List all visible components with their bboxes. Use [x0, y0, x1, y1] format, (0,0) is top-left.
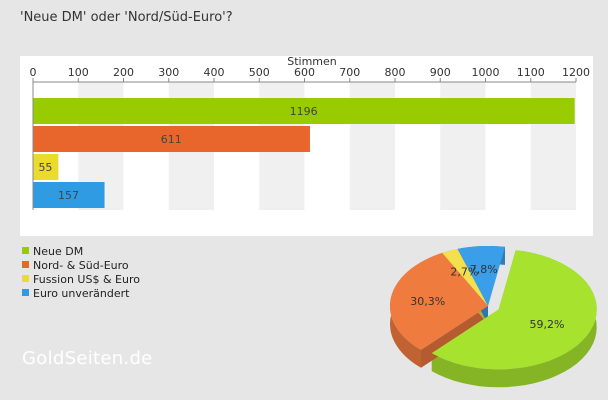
legend-swatch [22, 247, 29, 254]
bar [33, 98, 575, 124]
legend-label: Neue DM [33, 245, 84, 258]
pie-slice [457, 246, 506, 306]
legend-swatch [22, 289, 29, 296]
x-tick-label: 600 [294, 66, 315, 79]
legend-item: Euro unverändert [22, 287, 140, 301]
pie-slice [390, 252, 488, 350]
x-tick-label: 900 [430, 66, 451, 79]
pie-chart: 59,2% 30,3% 2,7%7,8% [390, 246, 597, 388]
pie-value-label: 2,7% [450, 266, 478, 279]
bar-value-label: 55 [38, 161, 52, 174]
bar [33, 154, 59, 180]
chart-title: 'Neue DM' oder 'Nord/Süd-Euro'? [20, 10, 233, 25]
x-tick-label: 500 [249, 66, 270, 79]
x-tick-label: 1200 [562, 66, 590, 79]
legend-label: Fussion US$ & Euro [33, 273, 140, 286]
x-tick-label: 200 [113, 66, 134, 79]
legend: Neue DM Nord- & Süd-Euro Fussion US$ & Eur… [22, 245, 140, 301]
bar-chart: 0 100 200 300 400 500 600 700 800 900 1000 1100 1200… [30, 56, 590, 210]
x-tick-label: 300 [158, 66, 179, 79]
legend-item: Neue DM [22, 245, 140, 259]
bar-chart-panel: 0 100 200 300 400 500 600 700 800 900 1000 1100 1200… [20, 56, 593, 236]
x-tick-label: 400 [204, 66, 225, 79]
pie-value-label: 30,3% [410, 295, 445, 308]
legend-label: Euro unverändert [33, 287, 130, 300]
x-tick-label: 700 [339, 66, 360, 79]
x-tick-label: 0 [30, 66, 37, 79]
bar-value-label: 611 [161, 133, 182, 146]
bar-value-label: 157 [58, 189, 79, 202]
legend-item: Fussion US$ & Euro [22, 273, 140, 287]
pie-slice [442, 248, 488, 306]
pie-value-label: 7,8% [470, 263, 498, 276]
x-tick-label: 1000 [472, 66, 500, 79]
pie-slice [431, 250, 597, 370]
x-axis-label: Stimmen [287, 56, 337, 68]
watermark-logo: GoldSeiten.de [22, 348, 153, 369]
x-tick-label: 1100 [517, 66, 545, 79]
bar [33, 182, 105, 208]
bar [33, 126, 310, 152]
bar-value-label: 1196 [290, 105, 318, 118]
legend-item: Nord- & Süd-Euro [22, 259, 140, 273]
legend-swatch [22, 275, 29, 282]
legend-swatch [22, 261, 29, 268]
x-tick-label: 100 [68, 66, 89, 79]
legend-label: Nord- & Süd-Euro [33, 259, 129, 272]
pie-slice-side [431, 250, 597, 388]
pie-value-label: 59,2% [529, 318, 564, 331]
x-tick-label: 800 [385, 66, 406, 79]
